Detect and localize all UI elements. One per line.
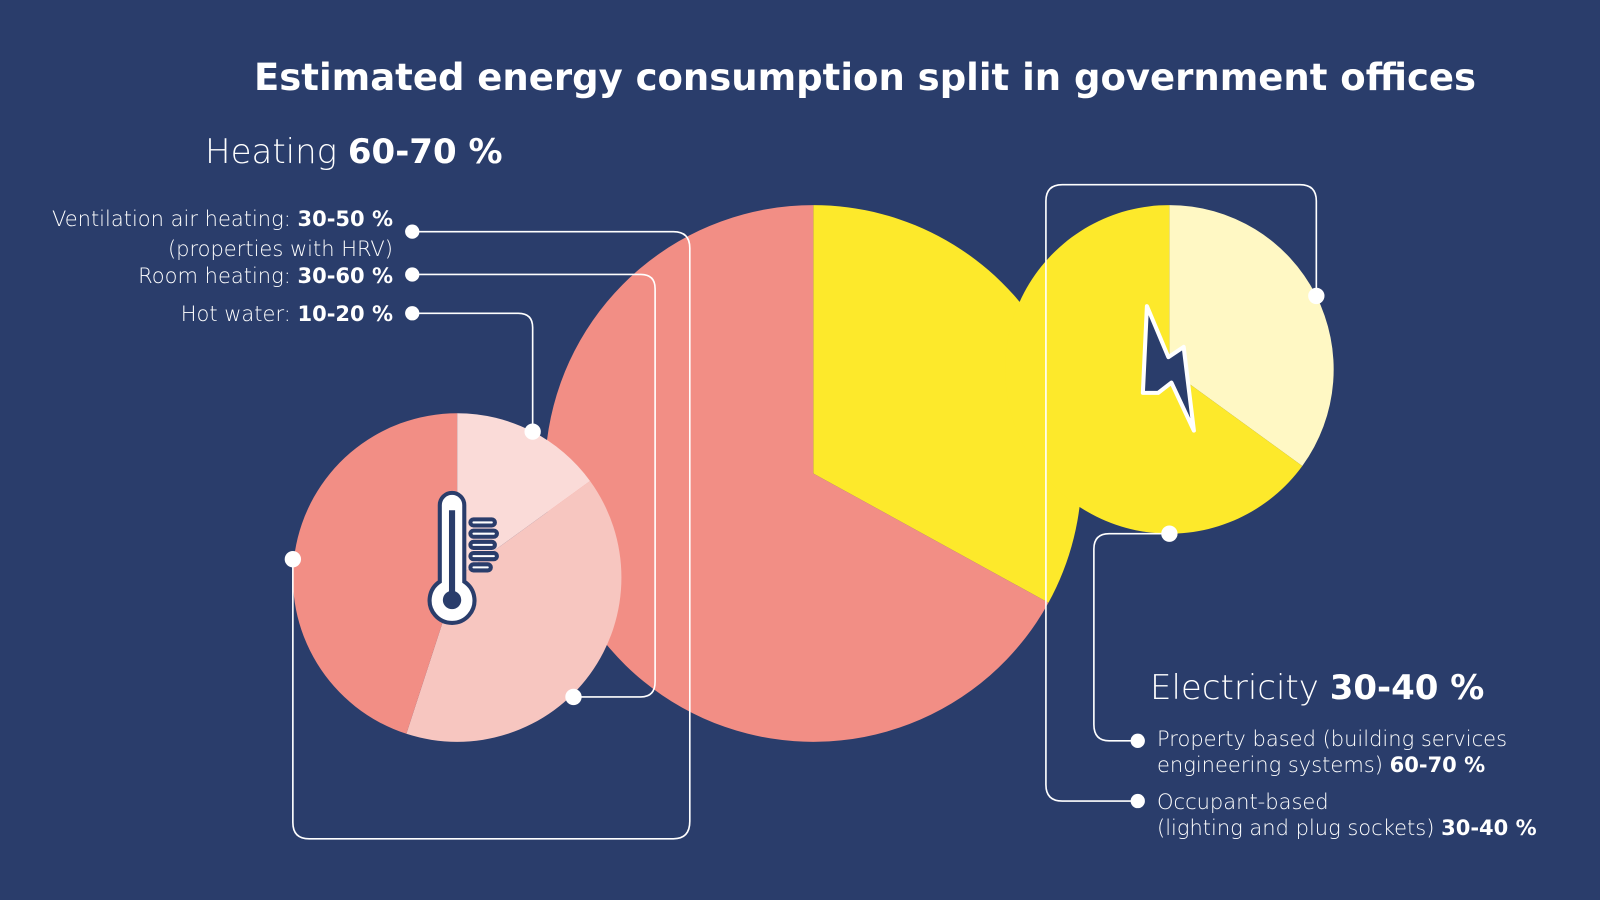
property-line2: engineering systems) bbox=[1157, 753, 1383, 777]
ventilation-label: Ventilation air heating: 30-50 % (proper… bbox=[52, 204, 393, 264]
heating-value: 60-70 % bbox=[347, 132, 503, 172]
pie-slice-occupant-based bbox=[1169, 205, 1334, 466]
connector-ventilation bbox=[292, 230, 691, 840]
occupant-line2: (lighting and plug sockets) bbox=[1157, 816, 1435, 840]
property-line1: Property based (building services bbox=[1157, 727, 1508, 751]
connector-occupant bbox=[1045, 183, 1318, 802]
property-based-label: Property based (building services engine… bbox=[1157, 726, 1507, 778]
ventilation-value: 30-50 % bbox=[297, 207, 393, 231]
heating-label: Heating bbox=[205, 132, 338, 172]
electricity-label: Electricity bbox=[1150, 668, 1319, 708]
hot-water-text: Hot water: bbox=[180, 302, 291, 326]
thermometer-icon bbox=[427, 490, 499, 625]
hot-water-value: 10-20 % bbox=[297, 302, 393, 326]
electricity-heading: Electricity 30-40 % bbox=[1150, 668, 1484, 708]
ventilation-text: Ventilation air heating: bbox=[51, 207, 291, 231]
connector-property bbox=[1093, 532, 1170, 742]
pie-slice-heating bbox=[544, 205, 1049, 742]
connector-dots bbox=[284, 224, 1325, 809]
connector-lines bbox=[292, 183, 1318, 840]
room-heating-value: 30-60 % bbox=[297, 264, 393, 288]
heating-heading: Heating 60-70 % bbox=[205, 132, 503, 172]
electricity-value: 30-40 % bbox=[1329, 668, 1485, 708]
connector-hot-water bbox=[412, 312, 534, 432]
pie-slice-electricity bbox=[813, 205, 1082, 603]
lightning-bolt-icon bbox=[1140, 304, 1196, 433]
room-heating-text: Room heating: bbox=[138, 264, 291, 288]
ventilation-note: (properties with HRV) bbox=[167, 237, 393, 261]
total-pie bbox=[544, 205, 1082, 742]
pie-slice-ventilation-air-heating bbox=[292, 413, 458, 734]
property-value: 60-70 % bbox=[1389, 753, 1486, 777]
chart-title: Estimated energy consumption split in go… bbox=[253, 56, 1477, 99]
occupant-line1: Occupant-based bbox=[1157, 790, 1329, 814]
connector-room-heating bbox=[412, 273, 656, 698]
occupant-value: 30-40 % bbox=[1441, 816, 1537, 840]
hot-water-label: Hot water: 10-20 % bbox=[181, 302, 393, 326]
pie-slice-room-heating bbox=[406, 480, 622, 742]
room-heating-label: Room heating: 30-60 % bbox=[138, 264, 393, 288]
occupant-based-label: Occupant-based (lighting and plug socket… bbox=[1157, 789, 1537, 841]
